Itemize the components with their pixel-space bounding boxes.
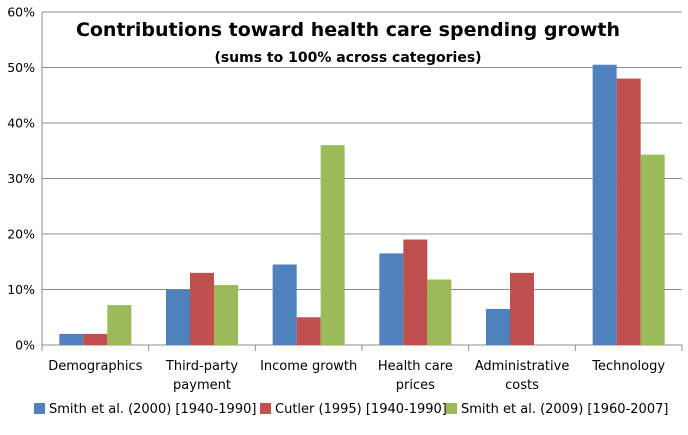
- x-category-label: Third-party: [165, 359, 239, 374]
- legend-label: Cutler (1995) [1940-1990]: [275, 402, 447, 417]
- bar: [486, 308, 510, 345]
- chart-subtitle: (sums to 100% across categories): [214, 50, 481, 66]
- x-category-label: Health care: [378, 359, 453, 374]
- x-category-label: Demographics: [48, 359, 142, 374]
- x-category-label: Administrative: [475, 359, 570, 374]
- bar: [616, 78, 641, 345]
- bar: [510, 272, 534, 345]
- bar: [403, 239, 428, 345]
- legend-swatch: [446, 403, 457, 414]
- axis-labels: 0% 10% 20% 30% 40% 50% 60% Demographics Third-pa…: [7, 5, 665, 394]
- y-tick-label: 40%: [7, 116, 35, 131]
- y-tick-label: 10%: [7, 282, 35, 297]
- bar: [107, 305, 132, 345]
- bar: [166, 289, 190, 345]
- y-tick-label: 50%: [7, 60, 35, 75]
- gridlines: [42, 11, 682, 290]
- legend-swatch: [260, 403, 271, 414]
- bar: [427, 279, 452, 345]
- y-tick-label: 20%: [7, 227, 35, 242]
- bar: [320, 145, 345, 345]
- legend: Smith et al. (2000) [1940-1990] Cutler (1…: [34, 402, 668, 417]
- legend-label: Smith et al. (2009) [1960-2007]: [461, 402, 668, 417]
- bar: [190, 272, 214, 345]
- x-category-label: prices: [396, 378, 435, 393]
- y-tick-label: 30%: [7, 171, 35, 186]
- bar: [59, 333, 84, 345]
- x-category-label: payment: [173, 378, 231, 393]
- y-tick-label: 0%: [15, 338, 35, 353]
- x-category-label: Income growth: [260, 359, 357, 374]
- legend-label: Smith et al. (2000) [1940-1990]: [49, 402, 256, 417]
- bars: [59, 64, 665, 345]
- axes: [41, 12, 683, 351]
- bar: [296, 317, 321, 345]
- bar: [272, 264, 297, 345]
- bar: [214, 285, 238, 345]
- bar: [592, 64, 617, 345]
- y-tick-label: 60%: [7, 5, 35, 20]
- x-category-label: costs: [505, 378, 539, 393]
- legend-swatch: [34, 403, 45, 414]
- bar: [379, 253, 404, 345]
- chart-title: Contributions toward health care spendin…: [76, 19, 620, 41]
- bar: [83, 333, 108, 345]
- bar: [640, 154, 665, 345]
- x-category-label: Technology: [591, 359, 665, 374]
